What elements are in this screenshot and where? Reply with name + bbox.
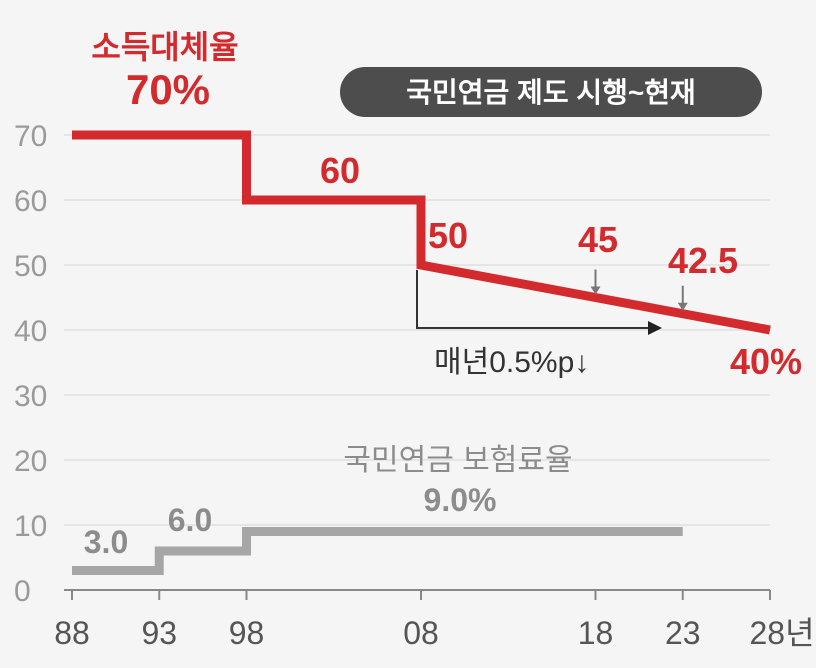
decline-bracket-line xyxy=(416,270,650,329)
replacement-rate-data-label: 45 xyxy=(578,219,618,260)
contribution-rate-series-name: 국민연금 보험료율 xyxy=(343,444,572,477)
replacement-rate-data-label: 42.5 xyxy=(668,240,738,281)
period-badge-text: 국민연금 제도 시행~현재 xyxy=(406,77,696,108)
y-tick-label: 20 xyxy=(14,445,47,478)
decline-arrow-head xyxy=(648,321,662,335)
replacement-rate-headline: 70% xyxy=(126,66,210,113)
replacement-rate-data-label: 60 xyxy=(320,150,360,191)
contribution-rate-line xyxy=(72,527,683,575)
y-tick-label: 40 xyxy=(14,315,47,348)
period-badge-background xyxy=(340,67,762,117)
series-layer xyxy=(72,130,771,575)
y-tick-label: 0 xyxy=(14,575,31,608)
y-tick-label: 10 xyxy=(14,510,47,543)
x-axis: 88 93 98 08 18 23 28년 xyxy=(54,590,815,651)
contribution-rate-data-label: 6.0 xyxy=(168,502,212,538)
x-tick-label: 93 xyxy=(141,615,177,651)
x-tick-label: 28년 xyxy=(749,615,814,651)
period-badge: 국민연금 제도 시행~현재 xyxy=(340,67,762,117)
x-tick-label: 88 xyxy=(54,615,90,651)
replacement-rate-series-name: 소득대체율 xyxy=(91,29,238,65)
replacement-rate-title: 소득대체율 70% xyxy=(91,29,238,113)
y-axis: 0 10 20 30 40 50 60 70 xyxy=(14,120,47,608)
x-tick-label: 23 xyxy=(665,615,701,651)
contribution-rate-data-label: 3.0 xyxy=(84,524,128,560)
decline-note: 매년0.5%p↓ xyxy=(416,270,662,379)
y-tick-label: 30 xyxy=(14,380,47,413)
label-layer: 60 50 45 42.5 40% 3.0 6.0 9.0% 국민연금 보험료율 xyxy=(84,150,802,560)
contribution-rate-data-label: 9.0% xyxy=(424,482,497,518)
replacement-rate-data-label: 50 xyxy=(428,215,468,256)
x-tick-label: 98 xyxy=(229,615,265,651)
x-tick-label: 18 xyxy=(578,615,614,651)
pointer-arrow xyxy=(677,302,688,311)
pointer-arrow xyxy=(590,286,601,295)
replacement-rate-data-label: 40% xyxy=(730,341,802,382)
y-tick-label: 70 xyxy=(14,120,47,153)
replacement-rate-line xyxy=(72,130,771,335)
decline-note-text: 매년0.5%p↓ xyxy=(434,346,589,379)
y-tick-label: 50 xyxy=(14,250,47,283)
x-tick-label: 08 xyxy=(403,615,439,651)
y-tick-label: 60 xyxy=(14,185,47,218)
